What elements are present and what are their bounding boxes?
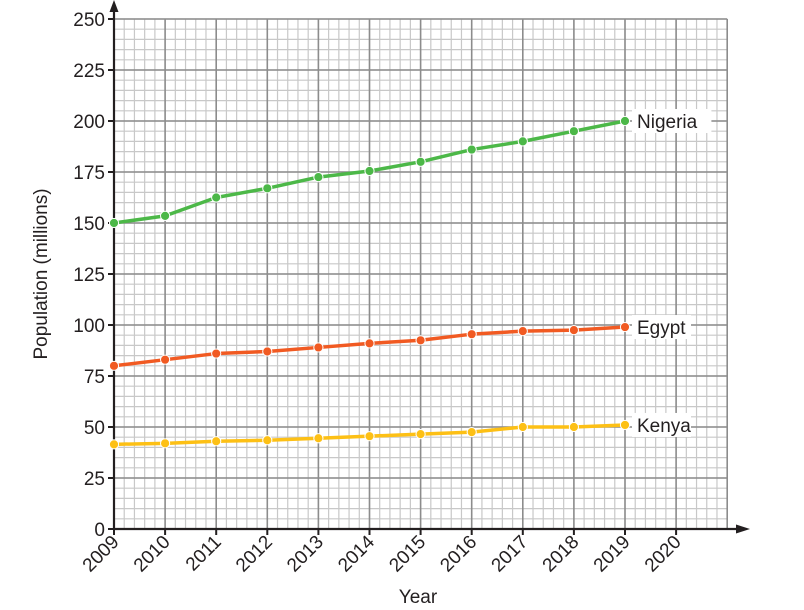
y-tick-label: 250	[73, 10, 105, 31]
data-point	[160, 210, 171, 221]
y-axis-ticks: 0 25 50 75 100 125 150 175 200 225 250	[73, 10, 114, 541]
series-label-background	[632, 109, 712, 133]
x-tick-label: 2014	[334, 531, 379, 576]
data-point	[517, 326, 528, 337]
x-tick-label: 2013	[283, 532, 328, 577]
data-point	[517, 136, 528, 147]
x-tick-label: 2011	[182, 532, 226, 576]
data-point	[415, 429, 426, 440]
data-point	[619, 419, 631, 431]
data-point	[568, 325, 580, 336]
x-axis-ticks: 2009 2010 2011 2012 2013 2014 2015 2016 2017 2018…	[79, 529, 686, 576]
x-tick-label: 2017	[488, 532, 533, 577]
y-tick-label: 100	[73, 316, 105, 337]
series-label-kenya: Kenya	[637, 416, 691, 437]
data-point	[108, 439, 120, 450]
x-tick-label: 2012	[232, 532, 277, 577]
data-point	[619, 115, 631, 127]
data-point	[211, 436, 222, 447]
x-tick-label: 2019	[590, 532, 635, 577]
series-kenya: Kenya	[108, 412, 691, 450]
data-point	[415, 335, 426, 346]
data-point	[262, 183, 273, 194]
y-tick-label: 200	[73, 112, 105, 133]
data-point	[313, 172, 324, 183]
y-tick-label: 175	[73, 163, 105, 184]
series-egypt: Egypt	[108, 315, 691, 371]
data-point	[211, 192, 222, 203]
data-point	[262, 435, 273, 446]
data-point	[568, 126, 580, 137]
data-point	[466, 329, 477, 340]
data-point	[364, 338, 375, 349]
x-tick-label: 2009	[79, 532, 124, 577]
x-tick-label: 2020	[641, 532, 686, 577]
data-point	[108, 360, 120, 371]
data-point	[108, 217, 120, 229]
x-tick-label: 2010	[130, 532, 175, 577]
y-tick-label: 225	[73, 61, 105, 82]
y-axis-arrow-icon	[109, 0, 119, 12]
y-axis-title: Population (millions)	[31, 188, 52, 359]
x-axis-arrow-icon	[736, 524, 750, 534]
data-point	[160, 354, 171, 365]
x-axis-title: Year	[399, 587, 438, 608]
series-label-egypt: Egypt	[637, 318, 686, 339]
x-tick-label: 2016	[436, 532, 481, 577]
data-series: Nigeria Egypt Kenya	[108, 109, 712, 450]
data-point	[466, 427, 477, 438]
data-point	[517, 421, 528, 433]
x-tick-label: 2018	[539, 532, 584, 577]
data-point	[160, 438, 171, 449]
series-label-background	[632, 412, 691, 437]
data-point	[415, 156, 426, 167]
y-tick-label: 150	[73, 214, 105, 235]
series-nigeria: Nigeria	[108, 109, 712, 229]
y-tick-label: 50	[84, 418, 105, 439]
x-tick-label: 2015	[385, 532, 430, 577]
y-tick-label: 75	[84, 367, 105, 388]
data-point	[466, 144, 477, 155]
y-tick-label: 125	[73, 265, 105, 286]
y-tick-label: 0	[94, 520, 105, 541]
data-point	[364, 165, 375, 177]
series-label-nigeria: Nigeria	[637, 112, 698, 133]
series-label-background	[632, 315, 691, 340]
data-point	[313, 433, 324, 444]
y-tick-label: 25	[84, 469, 105, 490]
data-point	[262, 346, 273, 357]
data-point	[313, 342, 324, 353]
data-point	[568, 421, 580, 433]
data-point	[619, 321, 631, 333]
data-point	[211, 348, 222, 359]
data-point	[364, 431, 375, 442]
